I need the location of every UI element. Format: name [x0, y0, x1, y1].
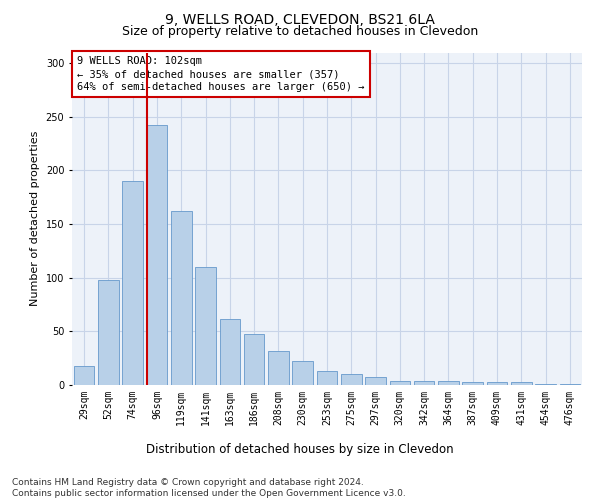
Text: 9 WELLS ROAD: 102sqm
← 35% of detached houses are smaller (357)
64% of semi-deta: 9 WELLS ROAD: 102sqm ← 35% of detached h… [77, 56, 365, 92]
Text: Size of property relative to detached houses in Clevedon: Size of property relative to detached ho… [122, 25, 478, 38]
Bar [389, 380, 410, 385]
Bar [511, 382, 532, 385]
Text: 9, WELLS ROAD, CLEVEDON, BS21 6LA: 9, WELLS ROAD, CLEVEDON, BS21 6LA [165, 12, 435, 26]
Bar [122, 181, 143, 385]
Bar [195, 267, 216, 385]
Bar [146, 126, 167, 385]
Text: Contains HM Land Registry data © Crown copyright and database right 2024.
Contai: Contains HM Land Registry data © Crown c… [12, 478, 406, 498]
Bar [74, 366, 94, 385]
Bar [535, 384, 556, 385]
Bar [463, 382, 483, 385]
Y-axis label: Number of detached properties: Number of detached properties [30, 131, 40, 306]
Bar [560, 384, 580, 385]
Bar [487, 382, 508, 385]
Text: Distribution of detached houses by size in Clevedon: Distribution of detached houses by size … [146, 442, 454, 456]
Bar [414, 380, 434, 385]
Bar [220, 318, 240, 385]
Bar [365, 378, 386, 385]
Bar [317, 371, 337, 385]
Bar [341, 374, 362, 385]
Bar [438, 380, 459, 385]
Bar [244, 334, 265, 385]
Bar [98, 280, 119, 385]
Bar [171, 211, 191, 385]
Bar [268, 350, 289, 385]
Bar [292, 362, 313, 385]
